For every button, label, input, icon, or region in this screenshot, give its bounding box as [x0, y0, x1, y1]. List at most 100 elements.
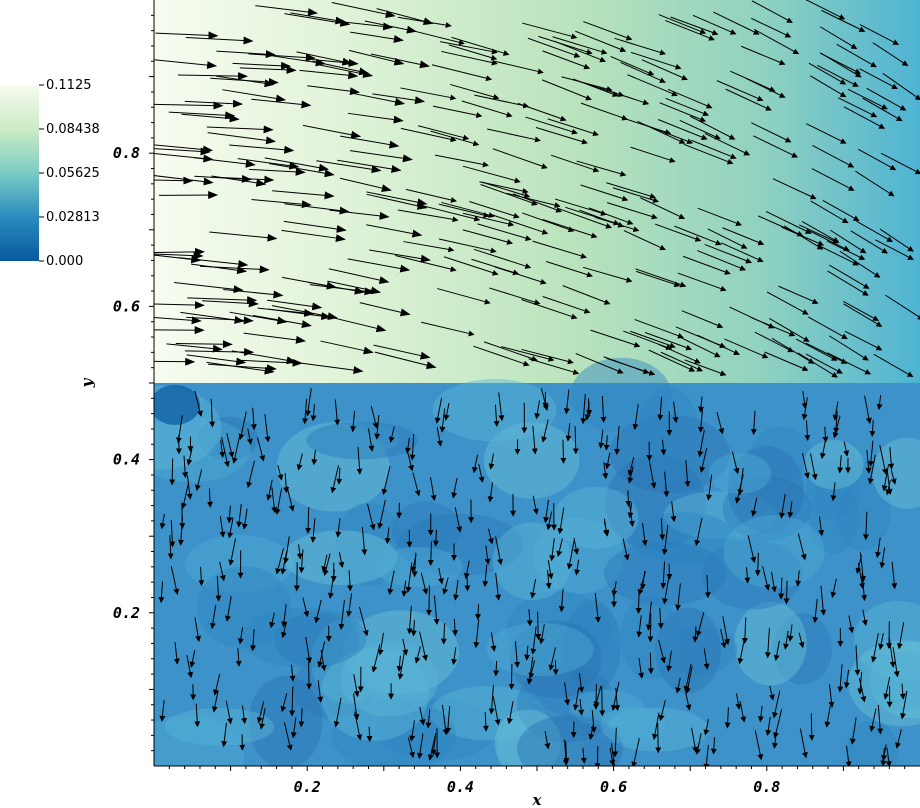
vector-arrow — [692, 626, 699, 643]
texture-blob — [185, 535, 294, 594]
vector-arrow — [307, 85, 360, 96]
vector-arrow — [753, 28, 800, 55]
vector-arrow — [525, 116, 578, 135]
vector-arrow — [404, 437, 411, 454]
vector-arrow — [286, 486, 295, 512]
vector-arrow — [575, 30, 627, 53]
vector-arrow — [531, 425, 538, 455]
texture-blob — [274, 612, 360, 668]
texture-blob — [196, 565, 291, 649]
vector-arrow — [783, 225, 824, 250]
vector-arrow — [890, 469, 897, 485]
vector-arrow — [754, 730, 764, 761]
vector-arrow — [532, 495, 539, 515]
vector-arrow — [432, 529, 439, 547]
vector-arrow — [769, 318, 810, 342]
texture-blob — [603, 541, 727, 606]
vector-arrow — [175, 340, 233, 349]
vector-arrow — [654, 223, 702, 242]
vector-arrow — [305, 636, 313, 664]
vector-arrow — [565, 423, 572, 442]
texture-blob — [376, 699, 496, 761]
vector-arrow — [772, 178, 817, 200]
texture-blob — [432, 379, 557, 442]
vector-arrow — [822, 426, 829, 443]
vector-arrow — [881, 744, 888, 762]
texture-blob — [853, 600, 920, 679]
vector-arrow — [679, 119, 721, 140]
texture-blob — [532, 518, 624, 594]
vector-arrow — [179, 503, 186, 530]
vector-arrow — [822, 199, 860, 222]
x-tick-label: 0.8 — [753, 778, 780, 796]
vector-arrow — [817, 244, 859, 266]
texture-blob — [331, 698, 456, 766]
vector-arrow — [305, 388, 312, 417]
vector-arrow — [798, 632, 805, 649]
vector-arrow — [256, 437, 266, 462]
vector-arrow — [194, 390, 203, 417]
vector-arrow — [154, 301, 205, 310]
vector-arrow — [186, 654, 194, 679]
vector-arrow — [600, 395, 607, 423]
vector-arrow — [397, 653, 405, 680]
vector-arrow — [879, 228, 914, 252]
vector-arrow — [222, 89, 287, 103]
vector-arrow — [521, 348, 574, 365]
vector-arrow — [377, 632, 384, 656]
vector-arrow — [799, 728, 808, 759]
vector-arrow — [434, 154, 489, 168]
vector-arrow — [599, 685, 606, 717]
vector-arrow — [400, 127, 457, 143]
vector-arrow — [741, 617, 748, 645]
vector-arrow — [658, 14, 707, 35]
vector-arrow — [883, 676, 891, 700]
vector-arrow — [819, 26, 858, 50]
vector-arrow — [353, 693, 360, 721]
vector-arrow — [320, 340, 374, 355]
vector-arrow — [896, 622, 905, 650]
vector-arrow — [443, 256, 499, 276]
vector-arrow — [666, 650, 673, 672]
vector-arrow — [707, 228, 748, 249]
vector-arrow — [735, 693, 742, 710]
vector-arrow — [582, 266, 633, 283]
vector-arrow — [538, 624, 545, 645]
x-ticks: 0.2 0.4 0.6 0.8 — [168, 766, 906, 796]
vector-arrow — [562, 285, 611, 305]
vector-arrow — [461, 100, 513, 118]
vector-arrow — [480, 184, 538, 206]
vector-arrow — [779, 493, 786, 519]
vector-arrow — [579, 209, 625, 228]
vector-arrow — [697, 408, 704, 433]
vector-arrow — [875, 537, 882, 559]
vector-arrow — [309, 284, 375, 296]
vector-arrow — [532, 240, 587, 259]
texture-blob — [727, 445, 804, 534]
vector-arrow — [658, 699, 666, 722]
vector-arrow — [290, 12, 346, 25]
vector-arrow — [306, 662, 313, 690]
vector-arrow — [734, 474, 744, 504]
vector-arrow — [154, 316, 202, 325]
vector-arrow — [590, 710, 597, 733]
colorbar-tick-label: 0.05625 — [46, 166, 100, 181]
vector-arrow — [636, 615, 643, 638]
vector-arrow — [381, 465, 391, 496]
vector-arrow — [334, 399, 341, 426]
vector-arrow — [754, 552, 761, 577]
vector-arrow — [675, 583, 682, 611]
vector-arrow — [870, 633, 879, 663]
vector-arrow — [869, 708, 877, 733]
vector-arrow — [729, 306, 775, 329]
vector-arrow — [660, 561, 667, 589]
vector-arrow — [526, 656, 534, 685]
vector-arrow — [764, 351, 809, 372]
vector-arrow — [808, 713, 815, 741]
vector-arrow — [675, 326, 726, 348]
vector-arrow — [612, 187, 660, 204]
vector-arrow — [184, 99, 244, 108]
colorbar-tick-label: 0.08438 — [46, 122, 100, 137]
vector-arrow — [237, 158, 300, 170]
vector-arrow — [724, 707, 731, 729]
